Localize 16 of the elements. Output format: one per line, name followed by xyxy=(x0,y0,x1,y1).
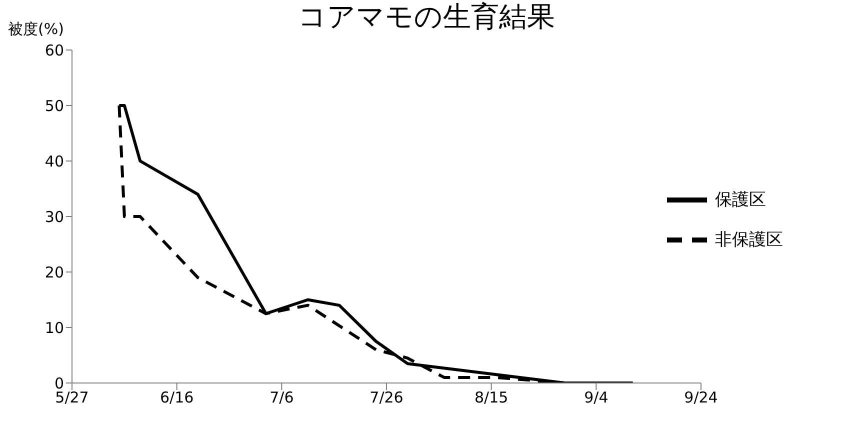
y-tick-label: 10 xyxy=(44,318,64,337)
legend-label: 保護区 xyxy=(715,190,766,210)
chart-title: コアマモの生育結果 xyxy=(298,0,555,33)
x-tick-label: 7/6 xyxy=(270,388,294,407)
legend-label: 非保護区 xyxy=(715,230,783,250)
x-tick-label: 6/16 xyxy=(160,388,194,407)
x-tick-label: 9/4 xyxy=(584,388,608,407)
x-tick-label: 7/26 xyxy=(370,388,404,407)
y-tick-label: 40 xyxy=(44,152,64,170)
x-tick-label: 8/15 xyxy=(474,388,508,407)
y-tick-label: 20 xyxy=(44,263,64,282)
x-tick-label: 9/24 xyxy=(684,388,718,407)
y-tick-label: 50 xyxy=(44,96,64,115)
y-axis-title: 被度(%) xyxy=(8,20,64,39)
y-tick-label: 60 xyxy=(44,41,64,60)
y-tick-label: 30 xyxy=(44,208,64,226)
